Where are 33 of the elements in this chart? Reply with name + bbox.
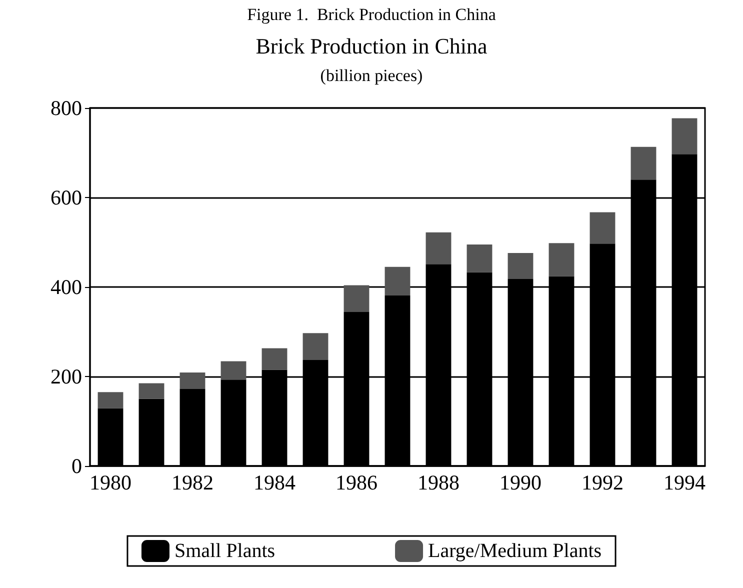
x-tick-label: 1984 bbox=[254, 470, 296, 494]
y-tick-label: 0 bbox=[72, 454, 82, 478]
x-tick-label: 1986 bbox=[336, 470, 378, 494]
bar bbox=[180, 372, 206, 390]
bar bbox=[262, 348, 288, 370]
y-tick-label: 600 bbox=[50, 186, 82, 210]
y-tick-label: 400 bbox=[50, 275, 82, 299]
bar bbox=[98, 392, 124, 408]
caption: Figure 1. Brick Production in China bbox=[247, 5, 496, 24]
chart-title: Brick Production in China bbox=[256, 34, 488, 58]
legend-label: Large/Medium Plants bbox=[428, 540, 602, 562]
bar bbox=[508, 252, 534, 279]
bar bbox=[548, 243, 574, 276]
y-tick-label: 200 bbox=[50, 364, 82, 388]
bar bbox=[672, 118, 698, 154]
bar bbox=[466, 244, 492, 272]
bar bbox=[302, 333, 328, 360]
legend-label: Small Plants bbox=[174, 540, 276, 562]
x-tick-label: 1982 bbox=[172, 470, 214, 494]
bar bbox=[630, 146, 656, 180]
x-tick-label: 1992 bbox=[582, 470, 624, 494]
bar bbox=[220, 361, 246, 380]
y-tick-label: 800 bbox=[50, 96, 82, 120]
bar bbox=[590, 212, 616, 244]
bar bbox=[384, 266, 410, 296]
x-tick-label: 1990 bbox=[500, 470, 542, 494]
chart-subtitle: (billion pieces) bbox=[320, 66, 423, 85]
bar bbox=[138, 383, 164, 399]
x-tick-label: 1980 bbox=[90, 470, 132, 494]
x-tick-label: 1994 bbox=[664, 470, 706, 494]
x-tick-label: 1988 bbox=[418, 470, 460, 494]
bar bbox=[426, 232, 452, 264]
bar bbox=[344, 285, 370, 312]
